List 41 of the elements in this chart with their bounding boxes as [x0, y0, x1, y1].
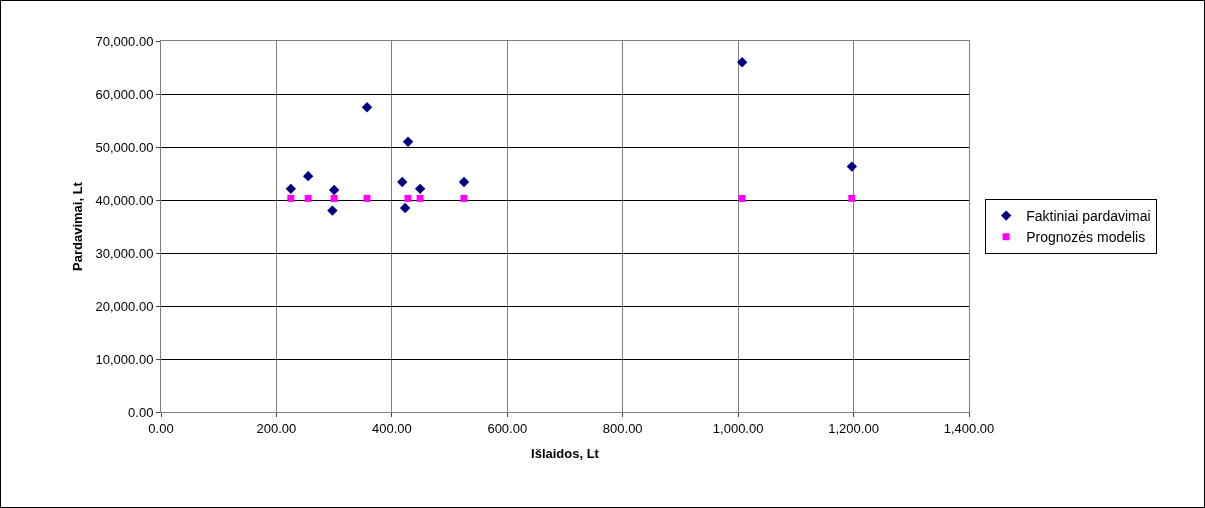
x-tick-label: 1,000.00: [712, 420, 764, 436]
point: [846, 161, 858, 172]
point: [848, 194, 856, 202]
x-tick-label: 400.00: [371, 420, 412, 436]
point: [327, 205, 338, 216]
point: [736, 57, 748, 68]
point: [361, 102, 373, 113]
point: [399, 202, 411, 214]
y-tick-label: 20,000.00: [95, 298, 154, 314]
x-tick-label: 0.00: [148, 420, 174, 436]
point: [285, 183, 297, 195]
x-tick-label: 1,400.00: [943, 420, 995, 436]
y-tick-label: 30,000.00: [95, 245, 154, 261]
point: [302, 170, 314, 182]
legend-label: Faktiniai pardavimai: [1026, 208, 1151, 225]
x-tick-label: 200.00: [256, 420, 297, 436]
x-tick-label: 600.00: [487, 420, 528, 436]
point: [458, 176, 470, 188]
y-axis-title: Pardavimai, Lt: [69, 181, 85, 271]
point: [402, 136, 414, 147]
y-tick-label: 10,000.00: [95, 351, 154, 367]
y-tick-label: 70,000.00: [95, 33, 154, 49]
point: [414, 183, 426, 195]
y-tick-label: 60,000.00: [95, 86, 154, 102]
point: [416, 194, 424, 202]
point: [397, 176, 408, 188]
point: [330, 194, 338, 202]
point: [363, 194, 371, 202]
point: [404, 194, 412, 202]
x-axis-title: Išlaidos, Lt: [531, 446, 600, 462]
point: [460, 194, 468, 202]
y-tick-label: 50,000.00: [95, 139, 154, 155]
x-tick-label: 800.00: [602, 420, 643, 436]
legend-label: Prognozės modelis: [1026, 229, 1146, 246]
y-tick-label: 0.00: [128, 404, 154, 420]
point: [328, 184, 340, 196]
point: [738, 194, 746, 202]
point: [304, 194, 312, 202]
y-tick-label: 40,000.00: [95, 192, 154, 208]
x-tick-label: 1,200.00: [828, 420, 879, 436]
point: [287, 194, 295, 202]
